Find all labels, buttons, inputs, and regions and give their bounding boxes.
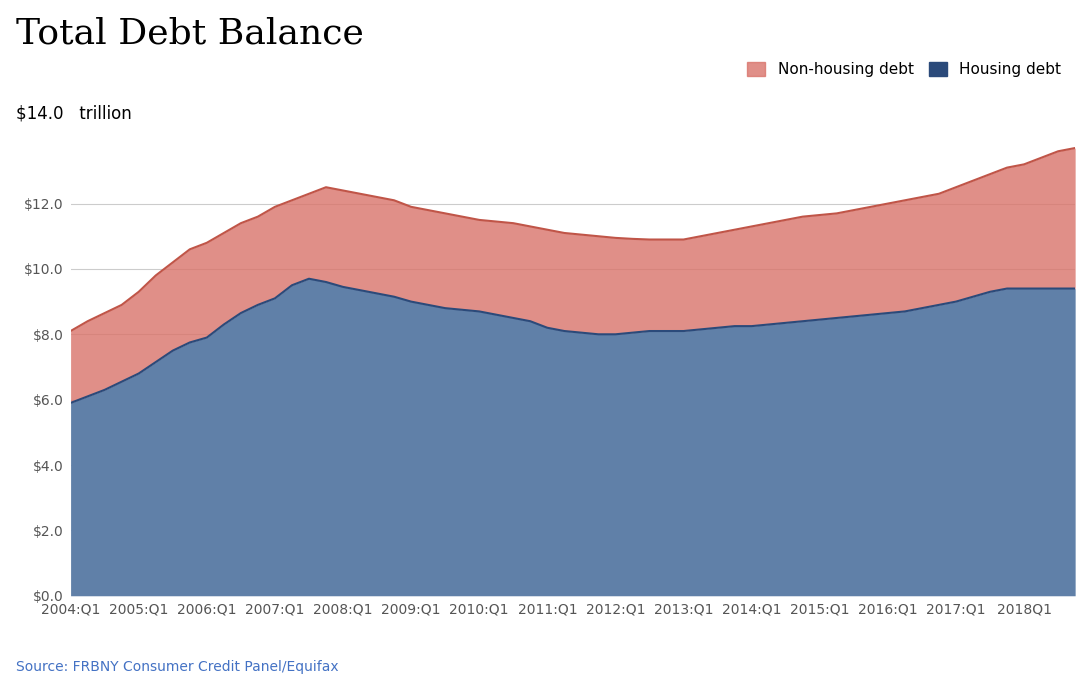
Text: Source: FRBNY Consumer Credit Panel/Equifax: Source: FRBNY Consumer Credit Panel/Equi… — [16, 659, 339, 674]
Legend: Non-housing debt, Housing debt: Non-housing debt, Housing debt — [741, 56, 1068, 83]
Text: $14.0   trillion: $14.0 trillion — [16, 105, 132, 123]
Text: Total Debt Balance: Total Debt Balance — [16, 17, 364, 51]
